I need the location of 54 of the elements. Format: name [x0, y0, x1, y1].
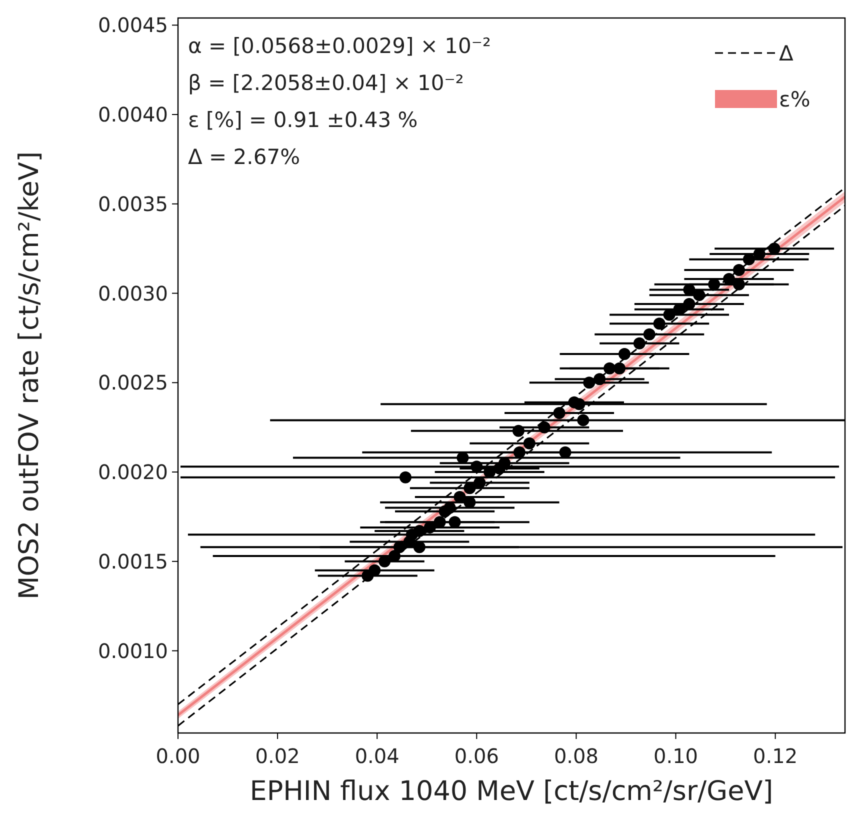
- point: [368, 564, 381, 576]
- point: [474, 476, 486, 489]
- point: [732, 264, 745, 276]
- point: [406, 528, 418, 541]
- point: [399, 471, 412, 484]
- point: [553, 407, 566, 420]
- point: [653, 318, 666, 330]
- point: [663, 308, 676, 321]
- point: [559, 446, 572, 458]
- x-tick-label: 0.12: [753, 744, 798, 768]
- y-tick-label: 0.0035: [98, 192, 168, 216]
- annotation: α = [0.0568±0.0029] × 10⁻²: [188, 34, 491, 58]
- x-tick-label: 0.10: [653, 744, 698, 768]
- point: [456, 452, 469, 464]
- y-tick-label: 0.0020: [98, 460, 168, 484]
- point: [693, 289, 706, 302]
- point: [583, 376, 596, 389]
- point: [512, 424, 524, 437]
- point: [577, 414, 590, 426]
- y-axis-title: MOS2 outFOV rate [ct/s/cm²/keV]: [14, 151, 45, 600]
- point: [538, 421, 550, 434]
- point: [683, 284, 696, 296]
- point: [444, 502, 456, 514]
- point: [618, 348, 630, 360]
- point: [633, 337, 646, 350]
- y-tick-label: 0.0030: [98, 281, 168, 306]
- point: [604, 362, 616, 374]
- annotation: Δ = 2.67%: [188, 145, 300, 169]
- y-tick-label: 0.0015: [98, 549, 168, 574]
- x-tick-label: 0.00: [156, 744, 200, 768]
- y-tick-label: 0.0025: [98, 370, 168, 395]
- point: [413, 541, 426, 554]
- y-tick-label: 0.0045: [98, 13, 168, 38]
- x-tick-label: 0.06: [454, 744, 499, 768]
- point: [614, 362, 626, 374]
- y-tick-label: 0.0010: [98, 638, 168, 663]
- point: [523, 437, 536, 450]
- x-tick-label: 0.02: [255, 744, 300, 768]
- point: [594, 373, 606, 386]
- annotation: β = [2.2058±0.04] × 10⁻²: [188, 71, 464, 95]
- x-tick-label: 0.08: [554, 744, 598, 768]
- point: [513, 446, 526, 458]
- point: [573, 398, 586, 410]
- point: [394, 541, 406, 554]
- point: [683, 298, 696, 310]
- point: [723, 272, 736, 285]
- point: [464, 482, 476, 494]
- legend-label: ε%: [779, 87, 810, 112]
- point: [643, 328, 656, 340]
- legend-label: Δ: [779, 41, 794, 66]
- annotation: ε [%] = 0.91 ±0.43 %: [188, 108, 418, 132]
- x-axis-title: EPHIN flux 1040 MeV [ct/s/cm²/sr/GeV]: [250, 776, 774, 807]
- y-tick-label: 0.0040: [98, 102, 168, 127]
- x-tick-label: 0.04: [354, 744, 400, 768]
